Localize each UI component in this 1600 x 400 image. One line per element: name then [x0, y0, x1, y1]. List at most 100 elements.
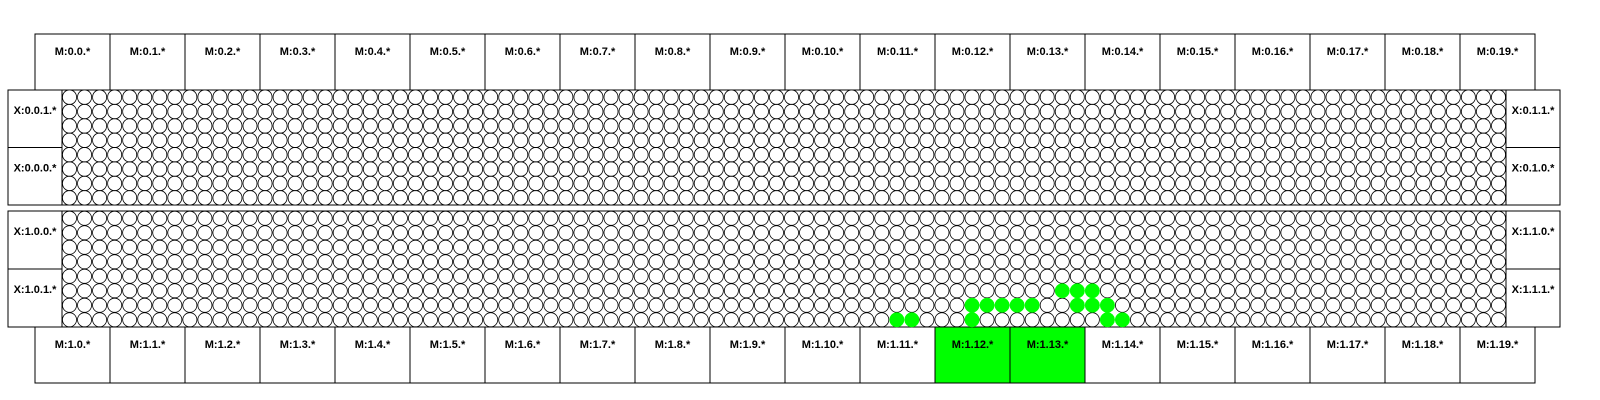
- io-label: X:0.0.0.*: [14, 162, 58, 174]
- memory-label: M:1.14.*: [1102, 339, 1144, 351]
- logic-cell-grid: [62, 89, 1506, 206]
- io-label: X:1.1.0.*: [1512, 226, 1556, 238]
- memory-tile: M:1.11.*: [859, 326, 936, 384]
- memory-label: M:1.10.*: [802, 339, 844, 351]
- memory-label: M:0.2.*: [205, 46, 241, 58]
- logic-block: [61, 89, 1507, 206]
- memory-tile-frame: [1234, 33, 1311, 91]
- memory-label: M:0.14.*: [1102, 46, 1144, 58]
- memory-label: M:1.15.*: [1177, 339, 1219, 351]
- memory-label: M:0.19.*: [1477, 46, 1519, 58]
- memory-label: M:1.12.*: [952, 339, 994, 351]
- io-tile-frame: [1505, 210, 1561, 270]
- memory-tile: M:0.13.*: [1009, 33, 1086, 91]
- memory-label: M:1.9.*: [730, 339, 766, 351]
- io-tile-left: X:1.0.0.*: [7, 210, 63, 270]
- memory-tile-frame-active: [934, 326, 1011, 384]
- memory-label: M:1.1.*: [130, 339, 166, 351]
- io-label: X:0.1.1.*: [1512, 105, 1556, 117]
- memory-tile-frame: [409, 33, 486, 91]
- io-label: X:0.0.1.*: [14, 105, 58, 117]
- memory-label: M:0.10.*: [802, 46, 844, 58]
- memory-tile-frame: [1384, 33, 1461, 91]
- memory-label: M:1.6.*: [505, 339, 541, 351]
- io-blocks: X:0.0.1.* X:0.1.1.* X:0.0.0.* X:0.1.0.* X:1.…: [7, 89, 1561, 328]
- io-tile-left: X:0.0.0.*: [7, 147, 63, 206]
- memory-tile: M:0.17.*: [1309, 33, 1386, 91]
- logic-block-frame: [61, 89, 1507, 206]
- memory-tile-frame: [184, 33, 261, 91]
- memory-tile: M:0.16.*: [1234, 33, 1311, 91]
- io-tile-frame: [7, 89, 63, 148]
- memory-label: M:1.16.*: [1252, 339, 1294, 351]
- memory-tile-frame: [1084, 33, 1161, 91]
- memory-label: M:0.15.*: [1177, 46, 1219, 58]
- memory-tile: M:0.15.*: [1159, 33, 1236, 91]
- active-logic-cell: [1099, 297, 1115, 313]
- memory-tile: M:0.8.*: [634, 33, 711, 91]
- memory-label: M:1.2.*: [205, 339, 241, 351]
- memory-label: M:0.7.*: [580, 46, 616, 58]
- memory-tile-frame: [334, 33, 411, 91]
- memory-label: M:0.0.*: [55, 46, 91, 58]
- active-logic-cell: [1069, 283, 1085, 299]
- memory-tile: M:0.14.*: [1084, 33, 1161, 91]
- memory-tile-frame: [709, 326, 786, 384]
- memory-label: M:0.5.*: [430, 46, 466, 58]
- memory-tile-frame: [934, 33, 1011, 91]
- memory-tile-frame: [1234, 326, 1311, 384]
- active-logic-cell: [1084, 297, 1100, 313]
- memory-label: M:0.11.*: [877, 46, 919, 58]
- memory-label: M:1.7.*: [580, 339, 616, 351]
- active-logic-cell: [994, 297, 1010, 313]
- memory-tile: M:0.10.*: [784, 33, 861, 91]
- io-tile-right: X:0.1.1.*: [1505, 89, 1561, 148]
- memory-tile-frame: [709, 33, 786, 91]
- logic-block: [61, 210, 1507, 328]
- active-logic-cell: [1054, 283, 1070, 299]
- logic-cell-grid: [62, 210, 1506, 328]
- io-tile-right: X:1.1.1.*: [1505, 268, 1561, 328]
- memory-tile: M:0.9.*: [709, 33, 786, 91]
- memory-tile-frame-active: [1009, 326, 1086, 384]
- memory-tile: M:1.3.*: [259, 326, 336, 384]
- memory-tile: M:0.18.*: [1384, 33, 1461, 91]
- memory-tile: M:0.3.*: [259, 33, 336, 91]
- memory-tile: M:1.0.*: [34, 326, 111, 384]
- memory-tile-frame: [1009, 33, 1086, 91]
- memory-tile: M:0.1.*: [109, 33, 186, 91]
- memory-tile-frame: [1309, 33, 1386, 91]
- memory-tile-frame: [259, 33, 336, 91]
- memory-tile-frame: [184, 326, 261, 384]
- active-logic-cell: [964, 312, 980, 328]
- top-memory-bank: M:0.0.* M:0.1.* M:0.2.* M:0.3.* M:0.4.* M:0.5…: [34, 33, 1536, 91]
- memory-tile-frame: [1459, 33, 1536, 91]
- memory-tile-frame: [784, 33, 861, 91]
- memory-label: M:0.1.*: [130, 46, 166, 58]
- io-tile-frame: [7, 268, 63, 328]
- memory-tile-frame: [859, 33, 936, 91]
- io-label: X:0.1.0.*: [1512, 162, 1556, 174]
- memory-tile: M:0.2.*: [184, 33, 261, 91]
- active-logic-cell: [979, 297, 995, 313]
- io-label: X:1.1.1.*: [1512, 284, 1556, 296]
- memory-tile-frame: [1084, 326, 1161, 384]
- memory-label: M:1.11.*: [877, 339, 919, 351]
- memory-tile: M:0.4.*: [334, 33, 411, 91]
- memory-tile-frame: [1384, 326, 1461, 384]
- io-tile-frame: [1505, 89, 1561, 148]
- memory-tile-frame: [109, 33, 186, 91]
- memory-tile: M:1.10.*: [784, 326, 861, 384]
- memory-tile: M:1.9.*: [709, 326, 786, 384]
- active-logic-cell: [1084, 283, 1100, 299]
- memory-tile: M:1.16.*: [1234, 326, 1311, 384]
- bottom-memory-bank: M:1.0.* M:1.1.* M:1.2.* M:1.3.* M:1.4.* M:1.5…: [34, 326, 1536, 384]
- memory-tile-frame: [559, 326, 636, 384]
- memory-tile: M:1.13.*: [1009, 326, 1086, 384]
- memory-tile-frame: [559, 33, 636, 91]
- memory-label: M:0.16.*: [1252, 46, 1294, 58]
- memory-tile: M:1.4.*: [334, 326, 411, 384]
- memory-tile: M:1.6.*: [484, 326, 561, 384]
- memory-label: M:1.0.*: [55, 339, 91, 351]
- memory-tile: M:1.1.*: [109, 326, 186, 384]
